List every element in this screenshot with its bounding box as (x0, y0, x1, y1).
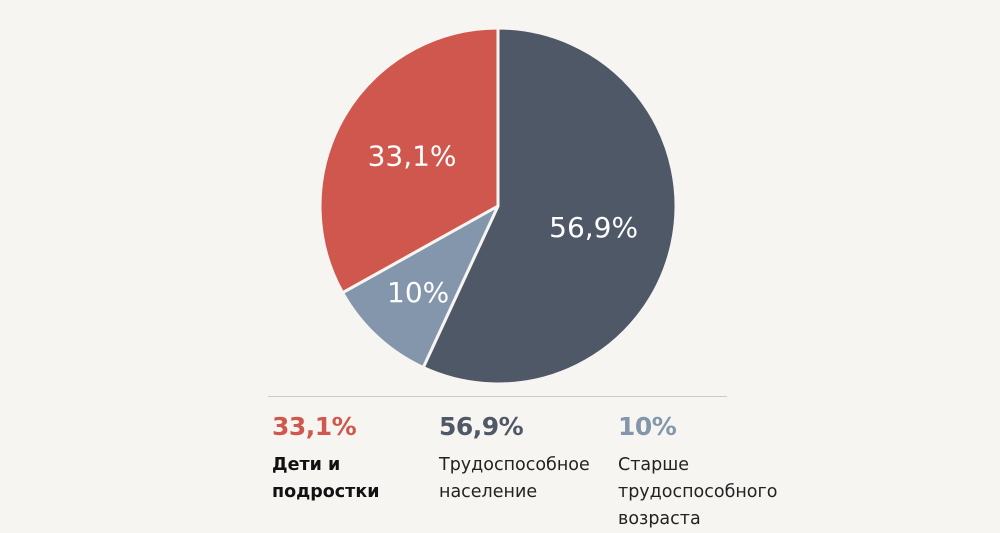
legend-divider (268, 396, 727, 397)
legend-item-elderly: 10% Старше трудоспособного возраста (618, 412, 777, 533)
legend-label: Трудоспособное население (439, 455, 590, 502)
legend-percent: 56,9% (439, 412, 524, 441)
pie-slice (421, 26, 678, 386)
legend-item-working-age: 56,9% Трудоспособное население (439, 412, 590, 506)
legend-item-children: 33,1% Дети и подростки (272, 412, 379, 506)
slice-data-label: 56,9% (549, 211, 638, 244)
pie-slice (341, 204, 500, 370)
slice-data-label: 33,1% (368, 140, 457, 173)
slice-data-label: 10% (387, 276, 449, 309)
legend-label: Старше трудоспособного возраста (618, 455, 778, 529)
legend-label: Дети и подростки (272, 455, 380, 502)
legend-percent: 10% (618, 412, 677, 441)
pie-slice (318, 26, 500, 295)
pie-chart: 56,9% 10% 33,1% (318, 26, 678, 386)
legend-percent: 33,1% (272, 412, 357, 441)
